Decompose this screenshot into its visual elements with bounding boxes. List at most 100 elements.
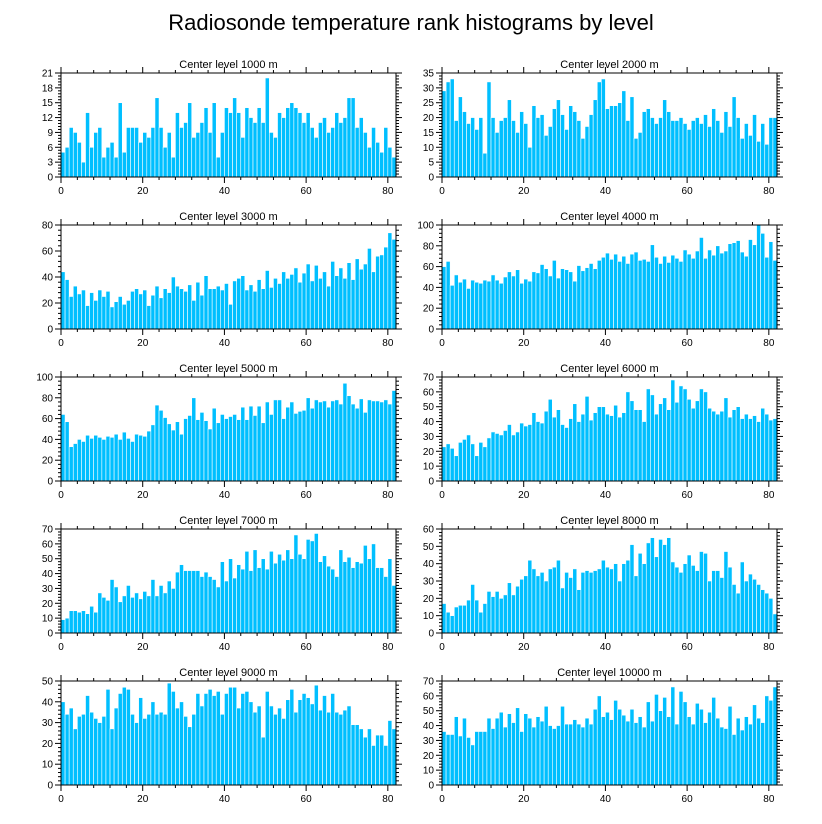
histogram-panel: Center level 6000 m 0 10 20 30 40 50 60 70 0 20 40 6… (423, 363, 783, 501)
histogram-bar (694, 702, 700, 786)
histogram-bar (735, 592, 741, 634)
histogram-bar (179, 564, 184, 634)
plot-frame (441, 680, 778, 786)
histogram-bar (547, 126, 553, 178)
plot-frame (441, 72, 778, 178)
histogram-bar (658, 403, 663, 482)
histogram-bar (539, 572, 545, 634)
histogram-bar (645, 388, 651, 482)
histogram-bar (723, 250, 729, 330)
histogram-bar (121, 151, 127, 178)
histogram-bar (175, 707, 180, 786)
histogram-bar (556, 725, 561, 786)
histogram-bar (68, 610, 74, 634)
histogram-bar (289, 274, 295, 330)
histogram-bar (453, 606, 459, 634)
histogram-bar (387, 146, 393, 178)
histogram-bar (240, 137, 246, 178)
histogram-bar (666, 409, 672, 482)
histogram-bar (146, 713, 152, 786)
histogram-bar (101, 597, 107, 634)
histogram-bar (85, 695, 90, 786)
histogram-bar (498, 598, 504, 634)
histogram-bar (113, 301, 119, 330)
histogram-bar (707, 249, 712, 330)
histogram-bar (256, 279, 262, 330)
histogram-bar (126, 300, 131, 330)
histogram-bar (215, 422, 221, 482)
histogram-bar (228, 112, 233, 178)
histogram-bar (658, 539, 663, 634)
histogram-bar (273, 277, 278, 330)
plot-frame (60, 72, 397, 178)
x-tick-label: 20 (137, 490, 149, 501)
histogram-bar (723, 728, 729, 786)
histogram-bar (244, 550, 250, 634)
histogram-bar (175, 285, 180, 330)
histogram-bar (445, 611, 451, 634)
histogram-bar (478, 117, 484, 178)
histogram-bar (645, 542, 651, 634)
histogram-bar (568, 723, 574, 786)
histogram-bar (678, 691, 684, 786)
histogram-bar (183, 290, 188, 330)
histogram-bar (322, 117, 327, 178)
histogram-bar (85, 112, 90, 178)
histogram-bar (166, 682, 172, 786)
histogram-bar (383, 246, 389, 330)
histogram-bar (256, 567, 262, 634)
y-tick-label: 80 (42, 393, 54, 404)
histogram-bar (354, 724, 360, 786)
histogram-bar (199, 705, 205, 786)
histogram-bar (342, 382, 348, 482)
histogram-bar (715, 120, 721, 178)
histogram-bar (109, 437, 115, 482)
histogram-bar (637, 552, 643, 634)
histogram-bar (105, 600, 111, 634)
y-tick-label: 50 (423, 402, 435, 413)
histogram-bar (97, 592, 103, 634)
histogram-bar (617, 416, 623, 482)
histogram-bar (203, 571, 209, 634)
histogram-bar (191, 397, 197, 482)
histogram-bar (207, 428, 213, 482)
histogram-bar (670, 254, 676, 330)
histogram-bar (527, 559, 533, 634)
y-tick-label: 10 (423, 611, 435, 622)
histogram-bar (601, 256, 606, 330)
histogram-bar (383, 399, 389, 482)
histogram-bar (682, 388, 688, 482)
x-tick-label: 20 (518, 794, 530, 805)
histogram-bar (334, 275, 340, 330)
histogram-bar (531, 568, 537, 634)
histogram-bar (723, 551, 729, 634)
histogram-bar (682, 249, 688, 330)
y-tick-label: 60 (423, 387, 435, 398)
histogram-bar (191, 570, 197, 634)
histogram-bar (301, 558, 307, 634)
histogram-bar (318, 401, 323, 482)
y-tick-label: 50 (423, 706, 435, 717)
histogram-bar (641, 563, 647, 634)
histogram-bar (367, 399, 372, 482)
histogram-bar (478, 731, 484, 786)
histogram-bar (158, 297, 164, 330)
histogram-bar (354, 127, 360, 178)
histogram-bar (588, 114, 594, 178)
histogram-bar (330, 568, 336, 634)
histogram-bar (113, 586, 119, 634)
histogram-bar (756, 584, 761, 634)
histogram-bar (466, 288, 471, 330)
histogram-bar (191, 713, 197, 786)
histogram-bar (281, 117, 286, 178)
histogram-bar (391, 585, 397, 634)
x-tick-label: 60 (301, 186, 313, 197)
histogram-bar (60, 701, 66, 786)
histogram-panel: Center level 4000 m 0 20 40 60 80 100 0 20 40 60 80 (417, 211, 783, 349)
y-tick-label: 10 (423, 462, 435, 473)
histogram-bar (101, 156, 107, 178)
histogram-bar (482, 731, 488, 786)
x-tick-label: 20 (137, 338, 149, 349)
histogram-bar (650, 537, 655, 634)
x-tick-label: 20 (137, 794, 149, 805)
